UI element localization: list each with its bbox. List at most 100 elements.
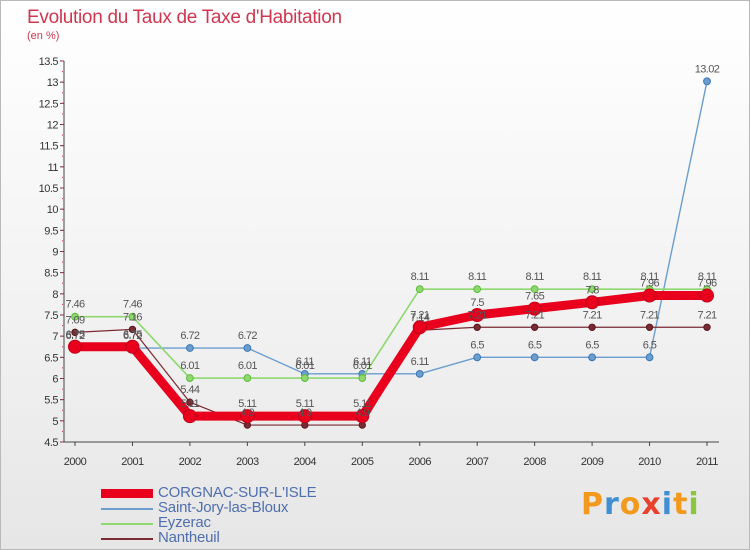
x-tick-label: 2005 <box>351 456 374 468</box>
y-tick-label: 10.5 <box>39 183 59 195</box>
y-tick-label: 8.5 <box>44 268 58 280</box>
legend-label: Nantheuil <box>158 529 220 546</box>
x-tick-label: 2000 <box>64 456 87 468</box>
data-label: 7.16 <box>123 311 142 323</box>
data-label: 6.5 <box>643 339 657 351</box>
x-tick-label: 2007 <box>466 456 489 468</box>
data-label: 8.11 <box>526 271 545 283</box>
legend-swatch <box>101 489 153 498</box>
data-point <box>530 323 539 331</box>
y-tick-label: 7 <box>52 331 58 343</box>
legend-swatch <box>101 523 153 525</box>
data-point <box>530 285 539 294</box>
data-labels-layer: 6.72 6.72 6.72 6.72 6.11 6.11 6.11 6.5 6.5 6.5 6.5… <box>65 63 720 419</box>
data-point <box>68 339 82 354</box>
y-tick-label: 10 <box>47 204 59 216</box>
data-label: 7.46 <box>65 299 84 311</box>
legend-label: Saint-Jory-las-Bloux <box>158 499 289 516</box>
x-tick-label: 2011 <box>696 456 718 468</box>
data-point <box>645 323 654 331</box>
y-tick-label: 11 <box>48 162 59 174</box>
y-tick-label: 13 <box>47 77 59 89</box>
series-line <box>70 291 712 421</box>
data-label: 5.11 <box>238 398 257 410</box>
series-line <box>74 80 708 375</box>
data-point <box>473 323 481 331</box>
logo-letter: i <box>661 487 674 522</box>
data-label: 4.9 <box>241 407 255 419</box>
data-point <box>703 77 711 86</box>
data-point <box>527 301 542 316</box>
data-point <box>71 328 79 337</box>
logo-letter: o <box>619 487 642 522</box>
data-label: 7.21 <box>583 309 602 321</box>
data-label: 7.21 <box>468 309 487 321</box>
logo-letter: i <box>688 487 700 522</box>
data-label: 6.5 <box>470 339 484 351</box>
data-label: 7.8 <box>585 284 599 296</box>
data-label: 6.01 <box>180 360 199 372</box>
data-label: 7.96 <box>697 278 716 290</box>
y-tick-label: 6.5 <box>44 352 58 364</box>
data-label: 7.65 <box>525 291 544 303</box>
data-label: 7.21 <box>525 309 544 321</box>
data-point <box>128 325 137 334</box>
y-tick-label: 12 <box>47 120 59 132</box>
data-point <box>243 374 252 382</box>
x-tick-label: 2008 <box>523 456 546 468</box>
data-label: 6.11 <box>296 356 315 368</box>
data-point <box>473 285 482 294</box>
logo-letter: P <box>581 487 604 522</box>
data-label: 6.72 <box>238 330 257 342</box>
data-label: 7.96 <box>640 278 659 290</box>
data-label: 6.75 <box>123 329 142 341</box>
y-tick-label: 6 <box>52 374 58 386</box>
data-label: 6.72 <box>65 330 84 342</box>
legend-label: Eyzerac <box>158 514 211 531</box>
data-point <box>588 353 596 362</box>
data-point <box>530 353 539 362</box>
data-label: 8.11 <box>698 271 717 283</box>
logo-letter: t <box>673 487 689 522</box>
data-label: 7.5 <box>470 297 484 309</box>
data-point <box>700 288 714 303</box>
chart-unit-label: (en %) <box>27 30 60 42</box>
data-point <box>125 339 140 354</box>
data-label: 6.72 <box>123 330 142 342</box>
data-point <box>300 374 309 382</box>
data-point <box>186 374 194 382</box>
x-tick-label: 2004 <box>294 456 317 468</box>
chart-axes: 4.5 5 5.5 6 6.5 7 7.5 8 8.5 9 9.5 10 10.5 11 11.5 12 12.… <box>39 56 719 468</box>
logo-letter: x <box>641 487 662 522</box>
data-point <box>645 353 654 362</box>
data-point <box>415 369 424 378</box>
data-point <box>182 409 197 424</box>
y-tick-label: 4.5 <box>44 437 58 449</box>
legend-swatch <box>101 508 153 510</box>
data-label: 6.72 <box>180 330 199 342</box>
y-tick-label: 12.5 <box>39 98 59 110</box>
data-point <box>186 344 194 352</box>
x-tick-label: 2001 <box>121 456 144 468</box>
data-label: 5.11 <box>353 398 372 410</box>
logo-letter: r <box>604 487 620 522</box>
data-point <box>243 344 252 352</box>
data-label: 7.21 <box>410 309 429 321</box>
data-label: 6.75 <box>65 329 84 341</box>
data-label: 6.5 <box>585 339 599 351</box>
data-label: 5.44 <box>180 384 199 396</box>
y-tick-label: 11.5 <box>39 141 58 153</box>
data-point <box>703 323 711 331</box>
data-label: 6.5 <box>528 339 542 351</box>
y-tick-label: 5 <box>52 416 58 428</box>
x-tick-label: 2002 <box>179 456 202 468</box>
data-label: 7.09 <box>65 314 84 326</box>
data-label: 5.11 <box>296 398 315 410</box>
data-label: 8.11 <box>411 271 430 283</box>
data-label: 13.02 <box>695 63 720 75</box>
data-label: 4.9 <box>356 407 370 419</box>
y-tick-label: 5.5 <box>44 395 58 407</box>
data-label: 7.21 <box>640 309 659 321</box>
series-layer <box>68 77 714 429</box>
